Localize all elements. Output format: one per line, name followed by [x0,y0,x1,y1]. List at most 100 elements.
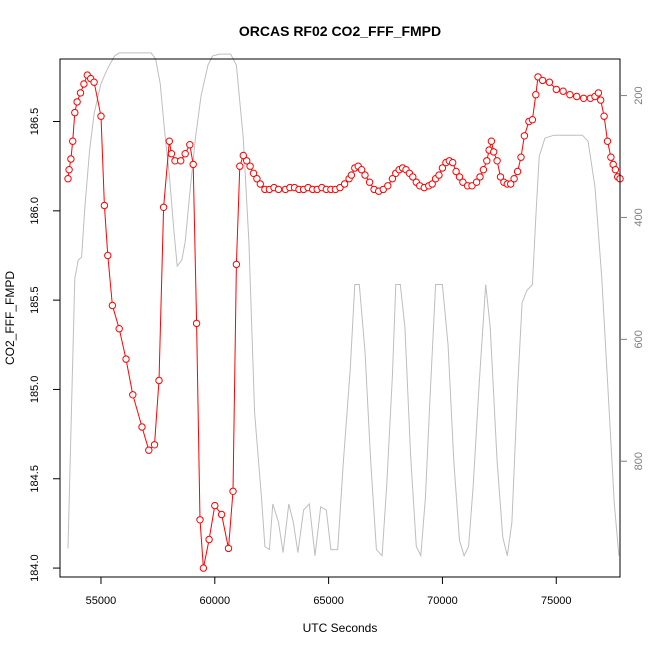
y-tick-label: 186.0 [29,197,41,225]
data-point [455,173,464,181]
data-point [472,178,481,186]
data-point [122,355,130,363]
data-point [496,173,505,181]
data-point [73,98,81,106]
data-point [357,166,366,174]
data-point [438,164,447,172]
data-point [449,158,457,167]
data-point [246,162,254,170]
x-tick-label: 60000 [199,595,230,607]
data-point [487,137,496,145]
data-point [603,137,612,145]
x-axis: 55000 60000 65000 70000 75000 [86,577,572,607]
data-point [483,157,491,165]
data-point [479,166,488,174]
data-point [249,169,258,178]
y2-axis: 200 400 600 800 [620,86,645,470]
data-point [340,180,349,188]
data-point [566,91,574,99]
x-tick-label: 70000 [427,595,458,607]
data-point [532,91,540,99]
data-point [138,423,146,431]
data-point [115,325,123,333]
data-point [100,201,109,210]
y-tick-label: 186.5 [29,108,41,136]
data-point [189,160,197,169]
plot-area [64,52,624,572]
x-tick-label: 65000 [313,595,344,607]
data-point [452,167,460,176]
x-tick-label: 75000 [541,595,572,607]
data-point [520,132,529,140]
data-point [517,153,525,161]
data-point [236,162,244,170]
data-point [155,376,163,385]
data-point [150,441,159,449]
data-point [243,157,251,165]
data-point [129,391,137,399]
y-axis: 184.0 184.5 185.0 185.5 186.0 186.5 [29,108,60,582]
data-point [493,157,501,165]
data-point [435,171,443,179]
y2-tick-label: 400 [633,208,645,226]
data-point [67,155,75,163]
data-point [538,76,547,85]
data-point [69,137,77,145]
data-point [159,203,168,212]
data-point [510,175,518,183]
data-point [384,182,392,190]
data-point [507,180,515,188]
data-point [594,89,603,97]
data-point [65,166,73,174]
y2-tick-label: 800 [633,452,645,470]
data-point [388,175,397,183]
data-point [167,150,176,158]
x-axis-label: UTC Seconds [303,621,378,635]
data-point [232,260,241,269]
data-point [76,89,85,97]
x-tick-label: 55000 [86,595,117,607]
data-point [239,151,248,160]
y-tick-label: 185.0 [29,376,41,404]
data-point [211,501,219,510]
data-point [97,112,105,120]
data-point [80,80,88,88]
y-tick-label: 184.0 [29,554,41,582]
data-point [177,157,185,165]
data-point [199,564,208,572]
data-point [559,87,567,95]
y2-tick-label: 200 [633,86,645,104]
data-point [552,85,560,94]
data-point [600,112,608,120]
data-point [253,175,261,183]
data-point [186,141,194,149]
data-point [428,180,436,188]
data-point [217,510,226,519]
data-point [607,153,615,161]
data-point [256,180,264,188]
data-point [108,301,117,310]
data-point [64,175,72,183]
data-point [347,171,356,179]
series-line-right [67,52,620,558]
data-point [361,171,369,179]
plot-frame [59,58,621,578]
data-point [274,185,283,194]
data-point [579,94,588,103]
data-point [165,137,174,145]
data-point [409,173,417,181]
data-point [104,251,112,260]
data-point [573,92,581,101]
data-point [192,319,201,328]
data-point [365,178,374,186]
y-tick-label: 184.5 [29,465,41,493]
data-point [513,167,522,176]
y-tick-label: 185.5 [29,286,41,314]
data-point [528,116,537,124]
data-point [145,446,153,454]
data-point [181,150,189,158]
data-point [224,544,233,553]
data-point [71,108,79,117]
chart-title: ORCAS RF02 CO2_FFF_FMPD [239,23,441,39]
